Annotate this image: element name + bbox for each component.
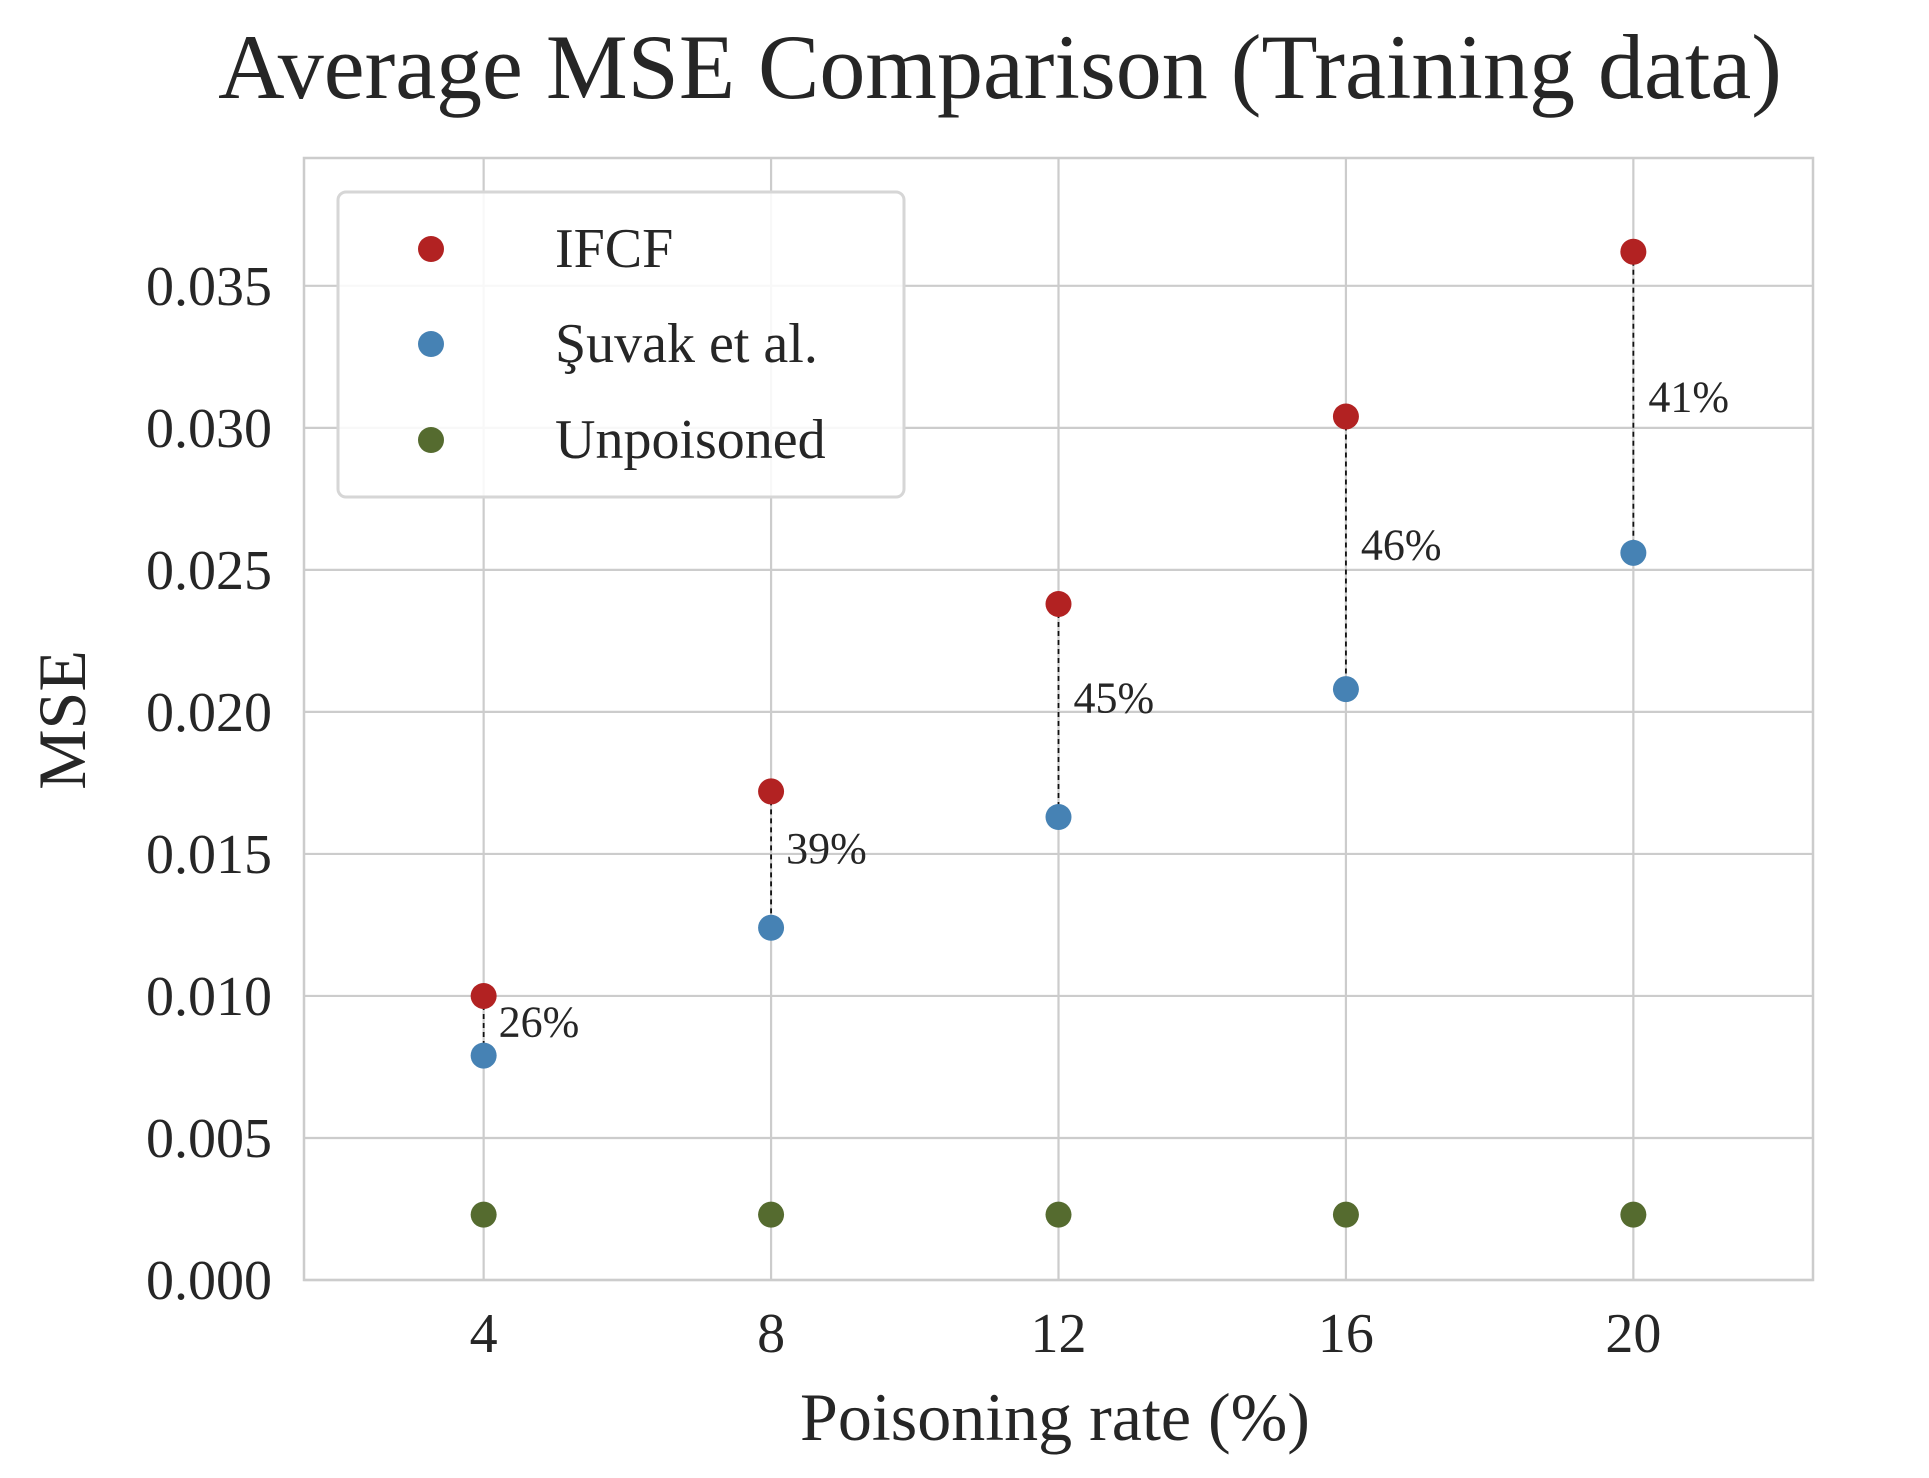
- y-tick-label: 0.000: [146, 1250, 272, 1312]
- x-tick-label: 12: [1031, 1303, 1087, 1365]
- y-tick-label: 0.005: [146, 1108, 272, 1170]
- legend-frame: [336, 190, 906, 499]
- x-tick-label: 20: [1605, 1303, 1661, 1365]
- legend-marker-unpoisoned: [418, 427, 444, 453]
- legend: IFCF Şuvak et al. Unpoisoned: [336, 190, 906, 499]
- point-ifcf: [470, 982, 497, 1009]
- legend-marker-ifcf: [418, 236, 444, 262]
- difference-annotation: 26%: [499, 998, 580, 1047]
- grid: [304, 158, 1813, 1282]
- y-tick-label: 0.025: [146, 540, 272, 602]
- difference-annotation: 45%: [1074, 674, 1155, 723]
- point-uvak-et-al: [1045, 803, 1072, 830]
- legend-label-ifcf: IFCF: [555, 218, 673, 280]
- point-ifcf: [1620, 238, 1647, 265]
- point-ifcf: [1045, 590, 1072, 617]
- point-unpoisoned: [1620, 1201, 1647, 1228]
- chart-title: Average MSE Comparison (Training data): [218, 16, 1782, 118]
- x-tick-labels: 4 8 12 16 20: [470, 1303, 1662, 1365]
- plot-frame: [302, 156, 1815, 1282]
- point-uvak-et-al: [1620, 539, 1647, 566]
- data-points: [470, 238, 1647, 1228]
- y-tick-label: 0.010: [146, 966, 272, 1028]
- point-ifcf: [1332, 403, 1359, 430]
- y-tick-label: 0.035: [146, 256, 272, 318]
- y-tick-label: 0.015: [146, 824, 272, 886]
- y-tick-labels: 0.000 0.005 0.010 0.015 0.020 0.025 0.030 0.035: [146, 256, 272, 1312]
- legend-label-unpoisoned: Unpoisoned: [555, 409, 826, 471]
- point-uvak-et-al: [470, 1042, 497, 1069]
- x-tick-label: 4: [470, 1303, 498, 1365]
- x-tick-label: 16: [1318, 1303, 1374, 1365]
- point-unpoisoned: [1045, 1201, 1072, 1228]
- point-uvak-et-al: [1332, 676, 1359, 703]
- point-ifcf: [758, 778, 785, 805]
- x-tick-label: 8: [757, 1303, 785, 1365]
- y-tick-label: 0.020: [146, 682, 272, 744]
- point-unpoisoned: [470, 1201, 497, 1228]
- point-uvak-et-al: [758, 914, 785, 941]
- x-axis-label: Poisoning rate (%): [800, 1379, 1310, 1455]
- legend-label-suvak: Şuvak et al.: [555, 313, 818, 375]
- difference-annotation: 46%: [1361, 520, 1442, 569]
- difference-annotation: 39%: [786, 824, 867, 873]
- difference-annotation: 41%: [1648, 373, 1729, 422]
- y-tick-label: 0.030: [146, 398, 272, 460]
- y-axis-label: MSE: [24, 650, 100, 790]
- point-unpoisoned: [1332, 1201, 1359, 1228]
- annotations: 26% 39% 45% 46% 41%: [499, 373, 1729, 1047]
- point-unpoisoned: [758, 1201, 785, 1228]
- legend-marker-suvak: [418, 331, 444, 357]
